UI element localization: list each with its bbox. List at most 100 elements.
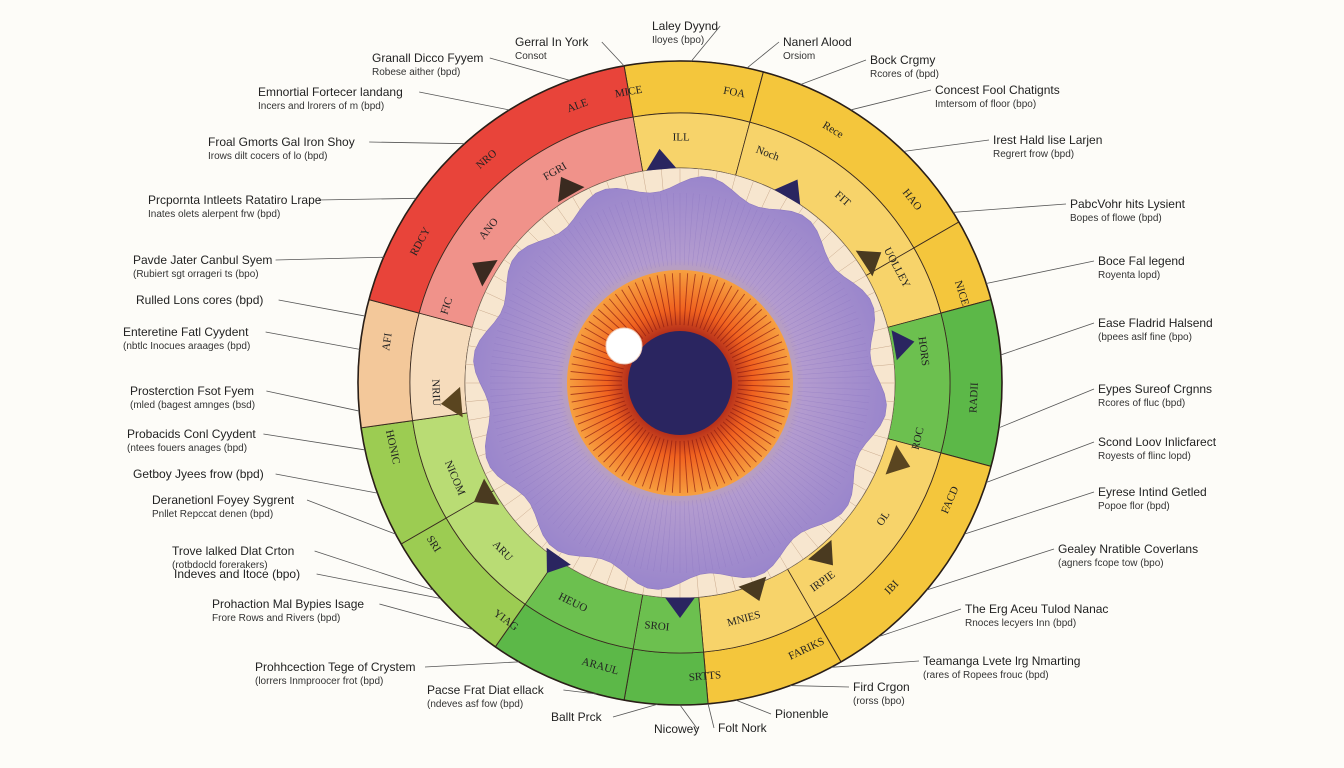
streak-line <box>724 206 752 274</box>
callout-label: Ease Fladrid Halsend (bpees aslf fine (bp… <box>1098 316 1213 343</box>
streak-line <box>499 419 568 442</box>
iris-ray <box>573 355 624 370</box>
streak-line <box>716 202 739 271</box>
streak-line <box>738 218 776 281</box>
iris-ray <box>627 285 654 333</box>
iris-ray <box>603 424 641 463</box>
callout-subtitle: Rcores of fluc (bpd) <box>1098 398 1185 409</box>
streak-line <box>512 438 576 473</box>
callout-label: Prohaction Mal Bypies Isage Frore Rows an… <box>212 597 364 624</box>
streak-line <box>621 495 644 564</box>
streak-line <box>494 407 565 423</box>
streak-line <box>653 499 664 572</box>
streak-line <box>764 250 817 302</box>
iris-ray <box>691 439 704 491</box>
leader-line <box>379 603 474 631</box>
streak-line <box>608 206 636 274</box>
iris-ray <box>649 277 665 328</box>
streak-line <box>749 229 792 288</box>
streak-line <box>716 495 739 564</box>
streak-line <box>499 324 568 347</box>
iris-ray <box>634 282 657 331</box>
streak-line <box>653 194 664 267</box>
leader-line <box>266 390 360 412</box>
streak-line <box>787 430 854 461</box>
callout-title: Prohhcection Tege of Crystem <box>255 660 416 674</box>
iris-ray <box>713 429 746 473</box>
streak-line <box>490 391 563 397</box>
streak-line <box>579 221 618 284</box>
callout-title: Enteretine Fatl Cyydent <box>123 325 249 339</box>
streak-line <box>792 419 861 442</box>
iris-ray <box>733 341 783 362</box>
iris-ray <box>570 371 623 378</box>
streak-line <box>534 260 590 308</box>
callout-title: Teamanga Lvete lrg Nmarting <box>923 654 1080 668</box>
callout-title: PabcVohr hits Lysient <box>1070 197 1186 211</box>
streak-line <box>503 427 571 455</box>
streak-line <box>596 488 629 554</box>
callout-subtitle: (rotbdocld forerakers) <box>172 560 268 571</box>
iris-ray <box>588 415 633 445</box>
lavender-streaks <box>490 193 870 573</box>
streak-line <box>785 299 851 332</box>
streak-line <box>633 497 652 568</box>
leader-line <box>986 441 1095 483</box>
iris-ray <box>722 309 763 345</box>
streak-line <box>495 411 566 430</box>
leader-line <box>998 388 1095 429</box>
callout-label: Fird Crgon (rorss (bpo) <box>853 680 910 707</box>
callout-title: Gerral In York <box>515 35 589 49</box>
streak-line <box>501 317 570 343</box>
streak-line <box>503 311 571 339</box>
iris-ray <box>683 273 689 326</box>
callout-subtitle: (Rubiert sgt orrageri ts (bpo) <box>133 269 259 280</box>
streak-line <box>772 455 830 501</box>
callout-title: Gealey Nratible Coverlans <box>1058 542 1198 556</box>
callout-subtitle: Imtersom of floor (bpo) <box>935 99 1036 110</box>
leader-line <box>986 260 1095 284</box>
streak-line <box>497 330 567 351</box>
ring-tag: AFI <box>380 332 394 352</box>
streak-line <box>596 212 629 278</box>
ring-tag: ILL <box>673 131 690 143</box>
streak-line <box>782 441 845 479</box>
leader-line <box>278 299 366 317</box>
iris-ray <box>727 321 772 351</box>
triangle-marker <box>885 445 911 475</box>
leader-line <box>424 661 520 668</box>
streak-line <box>526 271 585 314</box>
iris-ray <box>725 314 767 348</box>
streak-line <box>491 399 564 410</box>
callout-label: Laley Dyynd Iloyes (bpo) <box>652 19 718 46</box>
streak-line <box>490 369 563 375</box>
streak-line <box>552 470 602 525</box>
callout-label: Probacids Conl Cyydent (ntees fouers anag… <box>127 427 256 454</box>
triangle-marker <box>738 576 767 602</box>
streak-line <box>704 197 720 268</box>
callout-label: Nicowey <box>654 722 699 736</box>
streak-line <box>784 293 848 328</box>
streak-line <box>749 478 792 537</box>
ring-tag: SROI <box>644 619 670 633</box>
iris-ray <box>710 431 739 477</box>
iris-ray <box>703 435 726 484</box>
iris-ray <box>733 404 783 425</box>
iris-ray <box>735 400 785 418</box>
callout-subtitle: Inates olets alerpent frw (bpd) <box>148 209 280 220</box>
streak-line <box>491 395 563 404</box>
triangle-marker <box>808 539 833 566</box>
streak-line <box>568 478 611 537</box>
outer-zone-ring <box>357 60 1003 706</box>
ring-tag: SRTTS <box>688 669 721 684</box>
streak-line <box>552 241 602 296</box>
streak-line <box>547 467 599 520</box>
streak-line <box>522 448 583 490</box>
triangle-marker <box>473 478 500 505</box>
callout-title: Prcpornta Intleets Ratatiro Lrape <box>148 193 322 207</box>
streak-line <box>506 430 573 461</box>
streak-line <box>767 461 822 511</box>
callout-label: Granall Dicco Fyyem Robese aither (bpd) <box>372 51 483 78</box>
callout-label: Ballt Prck <box>551 710 603 724</box>
streak-line <box>731 488 764 554</box>
